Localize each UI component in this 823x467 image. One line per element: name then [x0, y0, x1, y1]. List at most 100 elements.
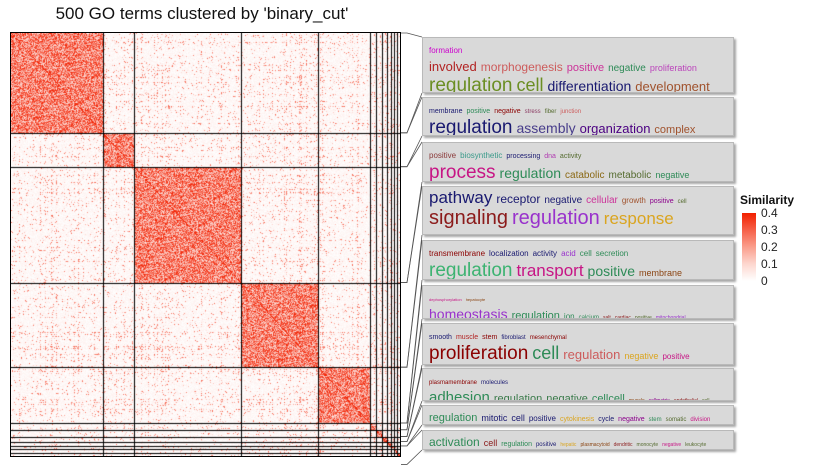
- connector-line: [401, 141, 423, 168]
- wordcloud-line: formation: [429, 40, 729, 58]
- wordcloud-word: activity: [532, 249, 558, 258]
- wordcloud-word: negative: [546, 393, 588, 401]
- wordcloud-word: dephosphorylation: [429, 297, 462, 302]
- color-legend: Similarity 0.4 0.3 0.2 0.1 0: [740, 193, 820, 288]
- wordcloud-word: dendritic: [613, 442, 633, 448]
- legend-tick-label: 0: [761, 274, 768, 288]
- wordcloud-line: positive biosynthetic processing dna activit…: [429, 145, 729, 163]
- wordcloud-word: regulation: [429, 75, 513, 93]
- wordcloud-line: regulation assembly organization complex: [429, 117, 729, 136]
- wordcloud-word: junction: [560, 109, 582, 115]
- wordcloud-box: pathway receptor negative cellular growth pos…: [422, 186, 734, 235]
- wordcloud-word: homeostasis: [429, 306, 508, 319]
- wordcloud-word: stem: [648, 417, 662, 423]
- wordcloud-line: process regulation catabolic metabolic negat…: [429, 162, 729, 182]
- wordcloud-word: cell: [511, 413, 525, 423]
- wordcloud-word: positive: [528, 414, 556, 423]
- wordcloud-word: regulation: [511, 207, 600, 229]
- wordcloud-box: regulation mitotic cell positive cytokinesis…: [422, 405, 734, 425]
- chart-title: 500 GO terms clustered by 'binary_cut': [55, 4, 349, 23]
- wordcloud-word: regulation: [493, 393, 543, 401]
- legend-title: Similarity: [740, 193, 795, 207]
- wordcloud-word: negative: [662, 442, 682, 448]
- legend-tick-label: 0.3: [761, 223, 778, 237]
- wordcloud-box: transmembrane localization activity acid cel…: [422, 240, 734, 280]
- wordcloud-word: somatic: [665, 417, 687, 423]
- wordcloud-word: regulation: [511, 310, 560, 319]
- wordcloud-word: adhesion: [429, 389, 490, 401]
- wordcloud-word: pathway: [429, 188, 493, 207]
- wordcloud-word: biosynthetic: [460, 151, 503, 160]
- connector-line: [401, 284, 423, 424]
- wordcloud-word: proliferation: [429, 343, 529, 364]
- wordcloud-word: response: [603, 209, 674, 228]
- connector-line: [401, 239, 423, 368]
- wordcloud-line: signaling regulation response: [429, 208, 729, 229]
- wordcloud-line: regulation transport positive membrane: [429, 261, 729, 279]
- wordcloud-word: negative: [624, 351, 659, 361]
- wordcloud-line: proliferation cell regulation negative posit…: [429, 344, 729, 364]
- legend-tick-label: 0.1: [761, 257, 778, 271]
- connector-line: [401, 185, 423, 283]
- wordcloud-line: dephosphorylation hepatocyte: [429, 288, 729, 306]
- wordcloud-word: negative: [494, 108, 521, 115]
- wordcloud-line: adhesion regulation negative cellcell muscle…: [429, 389, 729, 401]
- wordcloud-word: positive: [566, 62, 605, 74]
- wordcloud-word: organization: [579, 121, 651, 136]
- wordcloud-word: positive: [429, 151, 457, 160]
- wordcloud-word: process: [429, 162, 496, 182]
- wordcloud-word: cellcell: [591, 393, 625, 401]
- wordcloud-word: acid: [561, 249, 576, 258]
- wordcloud-word: monocyte: [636, 442, 659, 448]
- legend-tick-label: 0.4: [761, 206, 778, 220]
- wordcloud-word: dna: [544, 153, 556, 160]
- wordcloud-box: formation involved morphogenesis positive ne…: [422, 37, 734, 93]
- wordcloud-word: mitotic: [481, 413, 508, 423]
- connector-line: [401, 400, 423, 443]
- heatmap-cells: [11, 33, 400, 456]
- wordcloud-word: activity: [559, 153, 582, 160]
- wordcloud-word: processing: [506, 153, 541, 160]
- wordcloud-word: receptor: [496, 192, 541, 206]
- wordcloud-word: smooth: [429, 334, 452, 341]
- wordcloud-line: homeostasis regulation ion calcium salt cardi…: [429, 306, 729, 319]
- wordcloud-word: mitochondrial: [655, 315, 686, 319]
- wordcloud-box: positive biosynthetic processing dna activit…: [422, 142, 734, 182]
- wordcloud-line: membrane positive negative stress fiber junct…: [429, 100, 729, 118]
- wordcloud-line: regulation mitotic cell positive cytokinesis…: [429, 408, 729, 424]
- wordcloud-word: activation: [429, 435, 480, 449]
- legend-tick-label: 0.2: [761, 240, 778, 254]
- wordcloud-box: activation cell regulation positive hepatic p…: [422, 430, 734, 450]
- legend-color-bar: [742, 213, 756, 281]
- wordcloud-word: negative: [608, 63, 646, 74]
- wordcloud-word: ion: [563, 312, 575, 319]
- connector-line: [401, 449, 423, 465]
- wordcloud-word: transmembrane: [429, 249, 486, 258]
- wordcloud-word: calcium: [578, 315, 599, 319]
- wordcloud-word: fiber: [544, 109, 557, 115]
- wordcloud-word: differentiation: [547, 78, 632, 93]
- connector-line: [401, 135, 423, 168]
- connector-line: [401, 404, 423, 443]
- wordcloud-word: growth: [621, 196, 646, 205]
- wordcloud-word: positive: [587, 263, 636, 279]
- wordcloud-box: plasmamembrane molecules adhesion regulatio…: [422, 368, 734, 401]
- wordcloud-word: salt: [602, 315, 611, 319]
- wordcloud-word: stress: [524, 109, 541, 115]
- wordcloud-word: cellmatrix: [648, 398, 670, 401]
- wordcloud-line: involved morphogenesis positive negative pro…: [429, 58, 729, 76]
- wordcloud-word: division: [690, 417, 711, 423]
- wordcloud-word: cell: [516, 75, 544, 93]
- wordcloud-word: cell: [532, 343, 560, 363]
- connector-line: [401, 279, 423, 424]
- wordcloud-word: regulation: [429, 117, 513, 136]
- connector-line: [401, 424, 423, 447]
- connector-line: [401, 181, 423, 283]
- connector-line: [401, 92, 423, 134]
- connector-line: [401, 322, 423, 431]
- wordcloud-word: negative: [544, 195, 583, 206]
- wordcloud-box: smooth muscle stem fibroblast mesenchymal pro…: [422, 323, 734, 365]
- wordcloud-word: formation: [429, 46, 463, 55]
- wordcloud-box: membrane positive negative stress fiber junct…: [422, 97, 734, 136]
- wordcloud-word: positive: [649, 198, 674, 205]
